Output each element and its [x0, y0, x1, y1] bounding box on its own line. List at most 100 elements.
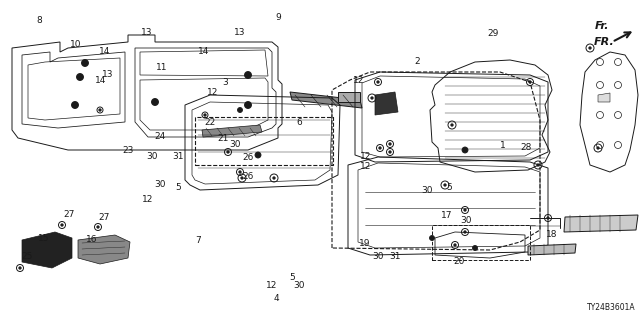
- Circle shape: [464, 231, 466, 233]
- Circle shape: [589, 47, 591, 49]
- Text: 28: 28: [520, 143, 532, 152]
- Text: 18: 18: [546, 230, 557, 239]
- Text: 12: 12: [360, 152, 372, 161]
- Bar: [195, 117, 333, 165]
- Circle shape: [19, 267, 21, 269]
- Circle shape: [255, 152, 261, 158]
- Text: 30: 30: [230, 140, 241, 149]
- Polygon shape: [290, 92, 362, 108]
- Text: 8: 8: [37, 16, 42, 25]
- Text: 30: 30: [372, 252, 383, 261]
- Circle shape: [529, 81, 531, 83]
- Polygon shape: [528, 244, 576, 255]
- Text: 30: 30: [147, 152, 158, 161]
- Text: 10: 10: [70, 40, 81, 49]
- Text: 1: 1: [500, 141, 505, 150]
- Circle shape: [379, 147, 381, 149]
- Text: 6: 6: [297, 118, 302, 127]
- Circle shape: [152, 99, 159, 106]
- Circle shape: [472, 245, 477, 251]
- Polygon shape: [564, 215, 638, 232]
- Circle shape: [239, 171, 241, 173]
- Circle shape: [72, 101, 79, 108]
- Text: 30: 30: [422, 186, 433, 195]
- Text: 5: 5: [289, 273, 294, 282]
- Text: 2: 2: [415, 57, 420, 66]
- Text: 13: 13: [102, 70, 113, 79]
- Text: 12: 12: [207, 88, 218, 97]
- Text: 12: 12: [266, 281, 278, 290]
- Circle shape: [99, 109, 101, 111]
- Text: 21: 21: [217, 134, 228, 143]
- Text: 14: 14: [198, 47, 209, 56]
- Text: TY24B3601A: TY24B3601A: [588, 303, 636, 312]
- Polygon shape: [598, 93, 610, 102]
- Text: 13: 13: [234, 28, 246, 36]
- Text: 31: 31: [390, 252, 401, 261]
- Text: 7: 7: [196, 236, 201, 245]
- Text: 17: 17: [441, 211, 452, 220]
- Polygon shape: [22, 232, 72, 268]
- Text: 31: 31: [172, 152, 184, 161]
- Text: 15: 15: [38, 234, 49, 243]
- Circle shape: [237, 108, 243, 113]
- Text: FR.: FR.: [594, 37, 614, 47]
- Text: 5: 5: [175, 183, 180, 192]
- Text: 22: 22: [204, 118, 216, 127]
- Circle shape: [204, 114, 206, 116]
- Text: 30: 30: [460, 216, 472, 225]
- Text: 12: 12: [353, 76, 364, 85]
- Text: 11: 11: [156, 63, 167, 72]
- Circle shape: [61, 224, 63, 226]
- Circle shape: [377, 81, 380, 83]
- Circle shape: [454, 244, 456, 246]
- Circle shape: [389, 151, 391, 153]
- Text: 20: 20: [454, 257, 465, 266]
- Text: 30: 30: [294, 281, 305, 290]
- Circle shape: [547, 217, 549, 219]
- Text: 30: 30: [154, 180, 166, 188]
- Text: 26: 26: [243, 153, 254, 162]
- Text: 27: 27: [63, 210, 75, 219]
- Polygon shape: [78, 235, 130, 264]
- Circle shape: [227, 151, 229, 153]
- Circle shape: [537, 164, 540, 166]
- Circle shape: [77, 74, 83, 81]
- Text: 13: 13: [141, 28, 153, 36]
- Circle shape: [97, 226, 99, 228]
- Circle shape: [451, 124, 453, 126]
- Circle shape: [244, 101, 252, 108]
- Circle shape: [596, 147, 599, 149]
- Text: 5: 5: [447, 183, 452, 192]
- Text: 26: 26: [243, 172, 254, 181]
- Circle shape: [81, 60, 88, 67]
- Text: 25: 25: [21, 252, 33, 261]
- Text: 16: 16: [86, 235, 97, 244]
- Text: 3: 3: [223, 78, 228, 87]
- Text: 23: 23: [122, 146, 134, 155]
- Text: 4: 4: [274, 294, 279, 303]
- Circle shape: [273, 177, 275, 179]
- Polygon shape: [202, 125, 262, 137]
- Text: Fr.: Fr.: [595, 21, 609, 31]
- Circle shape: [444, 184, 446, 186]
- Text: 12: 12: [360, 162, 372, 171]
- Text: 27: 27: [98, 213, 109, 222]
- Circle shape: [371, 97, 373, 99]
- Text: 29: 29: [487, 29, 499, 38]
- Text: 14: 14: [99, 47, 110, 56]
- Circle shape: [389, 143, 391, 145]
- Circle shape: [464, 209, 466, 211]
- Circle shape: [244, 71, 252, 78]
- Circle shape: [429, 236, 435, 241]
- Text: 14: 14: [95, 76, 106, 85]
- Text: 12: 12: [141, 196, 153, 204]
- Text: 19: 19: [359, 239, 371, 248]
- Circle shape: [462, 147, 468, 153]
- Circle shape: [241, 177, 243, 179]
- Text: 9: 9: [276, 13, 281, 22]
- Text: 24: 24: [154, 132, 166, 140]
- Polygon shape: [375, 92, 398, 115]
- Polygon shape: [338, 92, 360, 102]
- Bar: [432, 225, 530, 260]
